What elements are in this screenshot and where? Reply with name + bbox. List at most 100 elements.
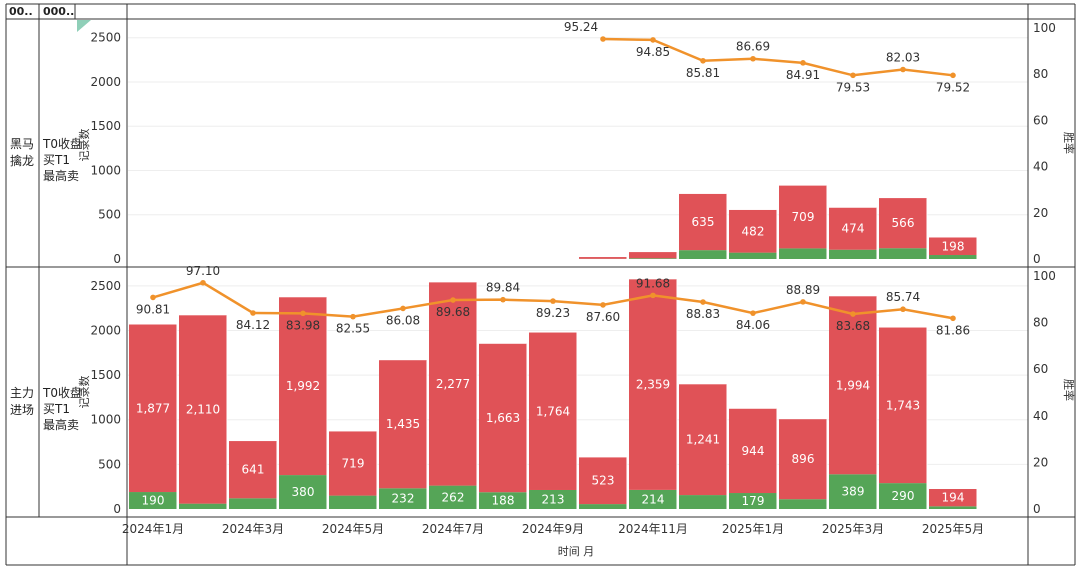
bar-win-label: 1,994: [836, 378, 870, 392]
winrate-point: [600, 36, 606, 42]
bar-loss: [429, 485, 477, 509]
winrate-label: 86.08: [386, 313, 420, 327]
bar-loss: [679, 250, 727, 259]
y-tick-right: 0: [1033, 252, 1041, 266]
y-tick-right: 100: [1033, 269, 1056, 283]
y-tick-left: 2000: [90, 75, 121, 89]
bar-win: [529, 332, 577, 490]
bar-loss: [879, 248, 927, 259]
bar-win: [279, 297, 327, 476]
row-label-panel-1: 黑马 擒龙 T0收盘 买T1 最高卖: [10, 136, 82, 183]
y-tick-left: 2000: [90, 323, 121, 337]
x-axis-title: 时间 月: [558, 545, 595, 558]
winrate-label: 83.98: [286, 318, 320, 332]
sub-label-1a: T0收盘: [42, 136, 82, 151]
bar-loss: [579, 504, 627, 509]
bar-loss: [829, 474, 877, 509]
group-label-2b: 进场: [10, 403, 34, 417]
bar-win-label: 1,663: [486, 411, 520, 425]
y-axis-title-right-2: 胜率: [1062, 379, 1076, 401]
winrate-label: 79.52: [936, 80, 970, 94]
winrate-point: [950, 72, 956, 79]
bar-win: [679, 193, 727, 251]
bar-win-label: 944: [742, 444, 765, 458]
y-axis-title-left-2: 记录数: [78, 376, 91, 409]
y-tick-right: 40: [1033, 160, 1048, 174]
winrate-line: [602, 37, 954, 77]
bar-loss: [629, 258, 677, 259]
winrate-label: 87.60: [586, 310, 620, 324]
bar-win: [229, 441, 277, 499]
bar-win-label: 641: [242, 463, 265, 477]
winrate-point: [150, 294, 156, 301]
winrate-point: [750, 55, 756, 62]
group-label-1b: 擒龙: [10, 153, 34, 168]
bar-win: [479, 343, 527, 493]
bar-loss: [729, 252, 777, 259]
x-tick: 2025年1月: [722, 522, 784, 536]
winrate-label: 97.10: [186, 264, 220, 278]
bar-win: [129, 324, 177, 493]
y-axis-title-right-1: 胜率: [1062, 132, 1076, 154]
bar-win-label: 523: [592, 474, 615, 488]
winrate-point: [900, 306, 906, 313]
header-col2: 000..: [43, 5, 74, 18]
winrate-point: [850, 311, 856, 317]
bar-win: [829, 296, 877, 475]
y-tick-left: 500: [98, 457, 121, 471]
bar-loss: [679, 495, 727, 509]
winrate-point: [650, 37, 656, 43]
y-tick-right: 0: [1033, 502, 1041, 516]
bar-win-label: 482: [742, 224, 765, 238]
bar-loss: [929, 255, 977, 259]
x-tick: 2025年3月: [822, 522, 884, 536]
bar-win: [179, 315, 227, 504]
bar-win-label: 709: [792, 210, 815, 224]
winrate-label: 84.06: [736, 318, 770, 332]
group-label-1a: 黑马: [10, 137, 34, 151]
bar-win: [779, 185, 827, 249]
winrate-point: [200, 279, 206, 286]
bar-win: [879, 327, 927, 484]
winrate-label: 85.81: [686, 66, 720, 80]
winrate-label: 82.03: [886, 51, 920, 65]
winrate-point: [450, 297, 456, 303]
y-tick-left: 0: [113, 502, 121, 516]
bar-win-label: 2,110: [186, 402, 220, 416]
winrate-label: 90.81: [136, 302, 170, 316]
bar-win-label: 896: [792, 452, 815, 466]
bar-win: [629, 279, 677, 490]
winrate-point: [400, 305, 406, 312]
y-tick-right: 20: [1033, 455, 1048, 469]
winrate-label: 88.83: [686, 307, 720, 321]
table-frame: [5, 3, 1076, 566]
winrate-label: 86.69: [736, 40, 770, 54]
bar-loss-label: 188: [492, 494, 515, 508]
x-tick: 2024年7月: [422, 522, 484, 536]
y-tick-right: 80: [1033, 316, 1048, 330]
y-tick-right: 60: [1033, 362, 1048, 376]
winrate-label: 89.23: [536, 306, 570, 320]
bar-win: [829, 207, 877, 250]
x-tick: 2024年3月: [222, 522, 284, 536]
x-tick: 2024年11月: [618, 522, 688, 536]
bar-win: [579, 257, 627, 259]
winrate-label: 89.68: [436, 305, 470, 319]
bar-loss: [479, 492, 527, 509]
bar-loss-label: 232: [392, 492, 415, 506]
y-tick-right: 100: [1033, 21, 1056, 35]
bar-loss: [179, 503, 227, 509]
y-tick-left: 1500: [90, 119, 121, 133]
bar-loss: [779, 499, 827, 509]
bar-win-label: 566: [892, 216, 915, 230]
bar-win: [379, 360, 427, 489]
winrate-label: 94.85: [636, 45, 670, 59]
winrate-label: 79.53: [836, 80, 870, 94]
winrate-point: [700, 299, 706, 305]
winrate-point: [500, 296, 506, 303]
winrate-point: [950, 315, 956, 322]
corner-marker: [77, 20, 91, 32]
y-tick-left: 500: [98, 208, 121, 222]
bar-win-label: 2,277: [436, 377, 470, 391]
winrate-label: 84.91: [786, 68, 820, 82]
